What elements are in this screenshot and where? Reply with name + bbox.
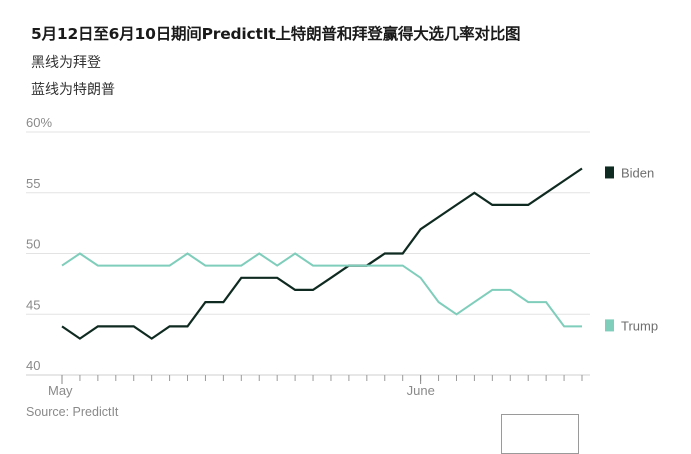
legend-label-trump: Trump	[621, 318, 658, 333]
series-line-biden	[61, 167, 583, 340]
corner-box	[501, 414, 579, 454]
line-chart: 40 45 50 55 60% May June Biden Trump	[26, 115, 658, 398]
x-tick-label: June	[407, 383, 435, 398]
y-tick-label: 55	[26, 176, 40, 191]
subtitle-trump-note: 蓝线为特朗普	[31, 82, 115, 98]
y-tick-label: 50	[26, 237, 40, 252]
source-note: Source: PredictIt	[26, 405, 119, 419]
series-line-trump	[61, 252, 582, 328]
legend-marker-trump	[605, 319, 614, 332]
subtitle-biden-note: 黑线为拜登	[31, 55, 101, 71]
y-tick-label: 40	[26, 358, 40, 373]
chart-title: 5月12日至6月10日期间PredictIt上特朗普和拜登赢得大选几率对比图	[31, 25, 521, 43]
y-tick-label: 60%	[26, 115, 52, 130]
legend-label-biden: Biden	[621, 165, 654, 180]
y-tick-label: 45	[26, 297, 40, 312]
legend-marker-biden	[605, 166, 614, 179]
x-tick-label: May	[48, 383, 73, 398]
